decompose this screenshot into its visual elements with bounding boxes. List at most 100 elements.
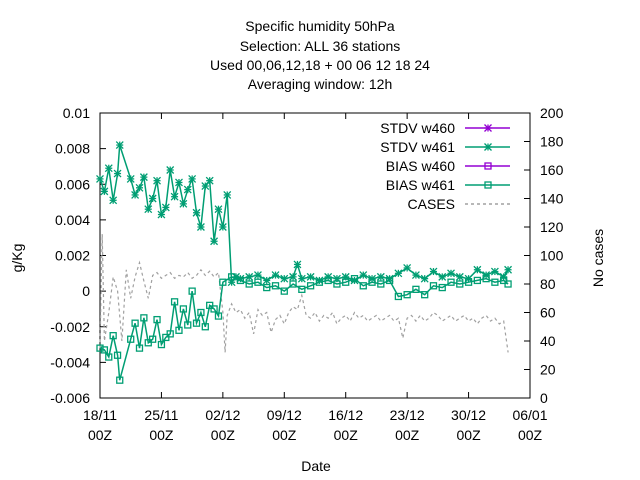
legend-entry: STDV w461 (380, 139, 510, 155)
data-point-star (96, 174, 104, 183)
data-point-square (153, 315, 161, 324)
data-point-square (149, 335, 157, 343)
data-point-square (473, 276, 481, 285)
data-point-square (484, 162, 492, 170)
data-point-square (447, 278, 455, 286)
y-tick-label: 0.008 (55, 141, 90, 157)
data-point-square (179, 305, 188, 313)
data-point-square (109, 332, 117, 340)
y2-tick-label: 120 (540, 219, 564, 235)
data-point-star (403, 264, 412, 272)
x-tick-label-time: 00Z (334, 427, 359, 443)
data-point-star (253, 271, 262, 280)
y2-tick-label: 180 (540, 134, 564, 150)
data-point-square (482, 275, 490, 283)
x-tick-label-time: 00Z (211, 427, 236, 443)
data-point-square (254, 278, 262, 286)
data-point-square (280, 287, 288, 295)
data-point-star (385, 274, 394, 283)
data-point-star (271, 271, 280, 280)
data-point-square (324, 276, 332, 285)
data-point-square (175, 326, 183, 334)
data-point-star (161, 203, 170, 212)
data-point-square (359, 282, 367, 290)
legend-label: BIAS w461 (386, 177, 455, 193)
y-tick-label: 0.006 (55, 176, 90, 192)
data-point-star (420, 274, 429, 283)
axes: 0.01 0.008 0.006 0.004 0.002 0 -0.002 -0.004 -0.… (50, 105, 563, 443)
data-point-square (484, 181, 492, 189)
data-point-star (109, 196, 118, 205)
series-line (99, 276, 509, 381)
legend-label: STDV w460 (380, 120, 455, 136)
data-point-star (192, 208, 201, 217)
data-point-square (271, 282, 280, 290)
data-point-star (447, 269, 455, 278)
data-point-star (490, 267, 499, 276)
data-point-square (236, 276, 245, 285)
data-point-star (359, 271, 368, 280)
data-point-star (100, 187, 109, 196)
data-point-square (350, 275, 359, 283)
data-point-square (342, 278, 350, 286)
data-point-square (394, 292, 403, 301)
data-point-star (210, 237, 219, 246)
x-tick-label-time: 00Z (149, 427, 174, 443)
data-point-square (377, 280, 385, 288)
legend: STDV w460 STDV w461 BIAS w460 BIAS w461 CASE… (380, 120, 510, 212)
data-point-square (184, 321, 192, 329)
data-point-star (429, 267, 438, 276)
data-point-star (289, 272, 298, 281)
data-point-star (175, 178, 183, 187)
y2-tick-label: 160 (540, 162, 564, 178)
legend-label: CASES (408, 196, 455, 212)
data-point-star (223, 190, 232, 199)
y2-tick-label: 200 (540, 105, 564, 121)
data-point-square (504, 280, 512, 288)
data-point-square (131, 319, 139, 327)
data-point-square (219, 278, 227, 286)
data-point-star (113, 169, 122, 178)
data-point-star (126, 174, 135, 183)
data-point-square (96, 344, 104, 352)
data-point-square (456, 280, 464, 288)
data-point-square (245, 280, 253, 288)
data-point-star (218, 223, 227, 231)
x-tick-label-time: 00Z (518, 427, 543, 443)
legend-label: STDV w461 (380, 139, 455, 155)
data-point-star (148, 194, 157, 203)
title-line-1: Specific humidity 50hPa (245, 18, 395, 34)
data-point-square (421, 291, 429, 299)
y2-axis-label: No cases (590, 229, 606, 287)
x-tick-label-date: 09/12 (267, 407, 302, 423)
series-line (99, 234, 509, 353)
y-tick-label: 0 (82, 283, 90, 299)
x-tick-label-date: 30/12 (451, 407, 486, 423)
data-point-star (394, 269, 403, 278)
y2-tick-label: 20 (540, 362, 556, 378)
data-point-star (297, 274, 306, 283)
y-tick-label: -0.002 (50, 319, 90, 335)
data-point-square (140, 314, 148, 322)
title-line-2: Selection: ALL 36 stations (240, 38, 401, 54)
x-axis-label: Date (301, 458, 331, 474)
series-stdv-w461 (96, 141, 513, 287)
data-point-square (368, 278, 376, 286)
data-point-star (484, 143, 492, 151)
data-point-square (333, 280, 341, 288)
data-point-square (113, 351, 122, 359)
data-point-star (144, 205, 153, 214)
data-point-square (105, 353, 113, 361)
legend-entry: STDV w460 (380, 120, 510, 136)
data-point-square (263, 283, 271, 292)
y-axis-label: g/Kg (9, 244, 25, 273)
data-point-star (293, 260, 302, 269)
x-tick-label-date: 23/12 (390, 407, 425, 423)
data-point-square (201, 323, 209, 331)
y2-tick-label: 80 (540, 276, 556, 292)
data-point-star (188, 174, 197, 183)
data-point-square (491, 278, 499, 286)
x-tick-label-time: 00Z (88, 427, 113, 443)
data-point-star (245, 272, 254, 281)
